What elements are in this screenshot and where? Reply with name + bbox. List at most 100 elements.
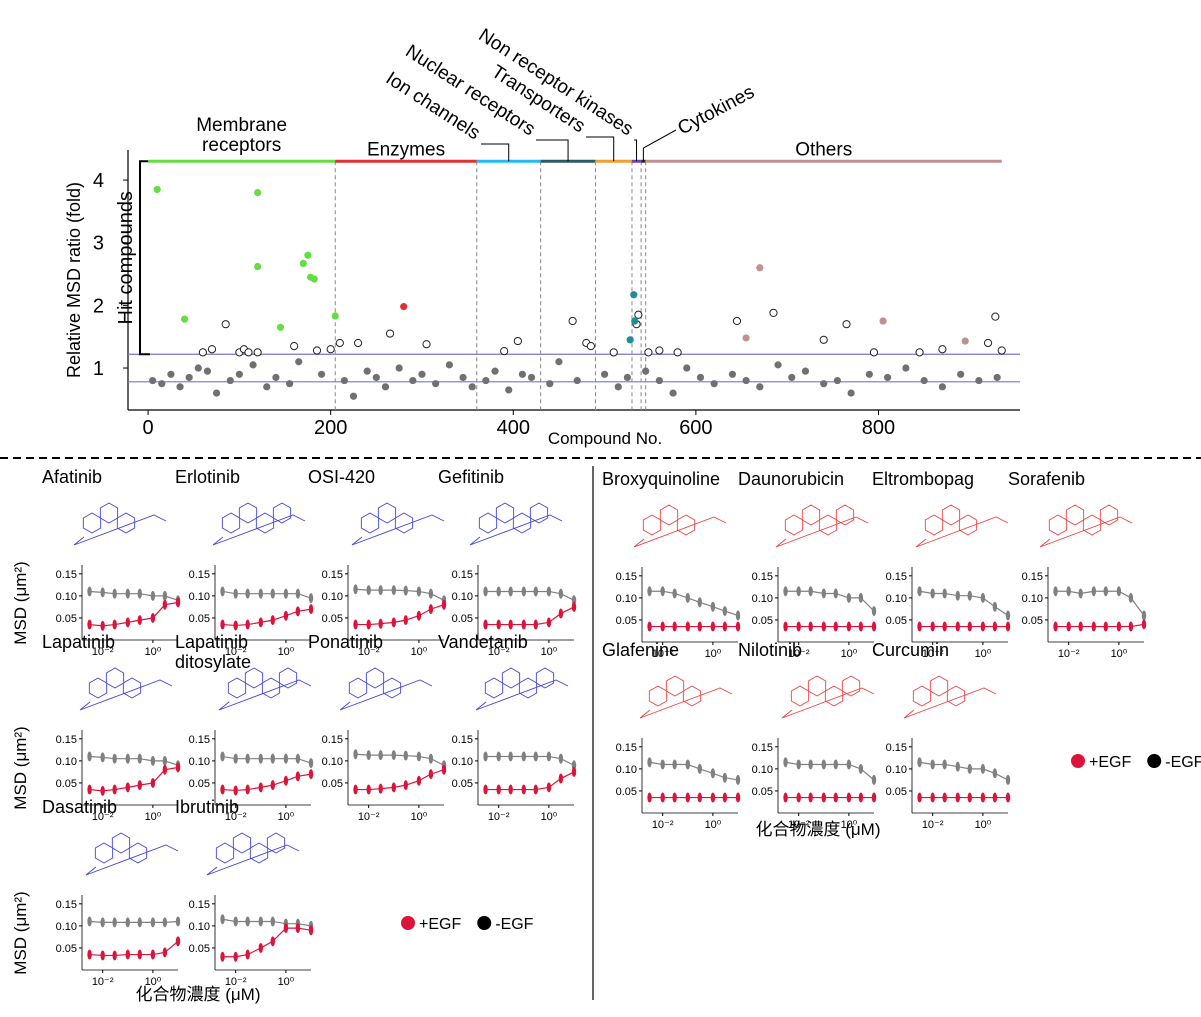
structure (365, 667, 385, 689)
point (391, 585, 396, 596)
y-tick-label: 0.15 (1022, 571, 1043, 583)
point (270, 916, 275, 927)
point (308, 925, 314, 936)
y-tick-label: 0.05 (189, 778, 210, 790)
structure (215, 842, 235, 864)
point (521, 784, 526, 795)
point (521, 751, 526, 762)
structure (676, 514, 696, 536)
point (626, 336, 634, 344)
point (331, 312, 339, 320)
point (1066, 586, 1071, 597)
panel-title: Afatinib (42, 467, 103, 487)
structure (784, 514, 804, 536)
point (403, 780, 408, 791)
y-tick-label: 0.05 (322, 778, 343, 790)
point (508, 784, 513, 795)
structure (946, 685, 966, 707)
structure (535, 667, 555, 689)
point (233, 951, 238, 962)
point (112, 784, 117, 795)
point (573, 376, 581, 385)
structure (221, 512, 241, 534)
y-tick-label: 0.15 (452, 734, 473, 746)
structure (475, 679, 569, 711)
point (1128, 592, 1134, 603)
point (997, 346, 1006, 355)
point (353, 749, 358, 760)
point (571, 766, 577, 777)
point (125, 753, 130, 764)
y-tick-label: 0.10 (56, 921, 77, 933)
y-tick-label: 0.05 (56, 613, 77, 625)
point (508, 751, 513, 762)
point (220, 586, 225, 597)
x-tick-label: 200 (314, 417, 347, 439)
point (955, 792, 960, 803)
point (660, 792, 665, 803)
point (249, 361, 257, 369)
point (991, 312, 1000, 321)
point (975, 376, 983, 385)
point (685, 759, 690, 770)
structure (377, 502, 397, 524)
panel-title: Broxyquinoline (602, 469, 721, 489)
structure (278, 667, 298, 689)
point (283, 923, 289, 934)
point (198, 348, 207, 357)
y-tick-label: 0.05 (616, 786, 637, 798)
point (220, 751, 225, 762)
x-tick-label: 10⁰ (975, 648, 992, 660)
y-tick-label: 0.05 (752, 615, 773, 627)
structure (105, 667, 125, 689)
point (647, 792, 652, 803)
structure (99, 502, 119, 524)
point (884, 373, 892, 382)
point (801, 367, 810, 375)
point (819, 335, 828, 344)
legend-label: -EGF (495, 916, 533, 933)
point (391, 782, 396, 793)
point (967, 590, 972, 601)
x-tick-label: 10⁻² (922, 648, 944, 660)
point (735, 792, 741, 803)
structure (79, 679, 173, 711)
point (558, 753, 564, 764)
point (722, 621, 728, 632)
point (441, 599, 447, 610)
point (1091, 586, 1096, 597)
point (150, 949, 156, 960)
point (756, 383, 764, 391)
legend-marker (1071, 754, 1085, 768)
point (270, 780, 275, 791)
point (416, 586, 422, 597)
point (697, 792, 702, 803)
point (162, 590, 168, 601)
point (441, 764, 447, 775)
point (482, 376, 490, 385)
point (980, 763, 986, 774)
point (245, 949, 250, 960)
structure (227, 677, 247, 699)
point (735, 621, 741, 632)
point (363, 367, 371, 375)
x-tick-label: 10⁻² (488, 811, 510, 823)
point (153, 185, 161, 194)
point (527, 373, 536, 382)
point (555, 358, 563, 366)
point (349, 392, 358, 400)
x-tick-label: 10⁻² (652, 819, 674, 831)
point (366, 750, 371, 761)
point (722, 792, 728, 803)
point (340, 376, 348, 385)
y-tick-label: 0.10 (56, 591, 77, 603)
point (150, 777, 156, 788)
point (162, 755, 168, 766)
point (871, 774, 877, 785)
y-axis-label: MSD (μm²) (11, 891, 30, 974)
point (955, 590, 960, 601)
point (459, 373, 467, 382)
point (263, 383, 271, 391)
point (381, 383, 390, 391)
structure (394, 512, 414, 534)
